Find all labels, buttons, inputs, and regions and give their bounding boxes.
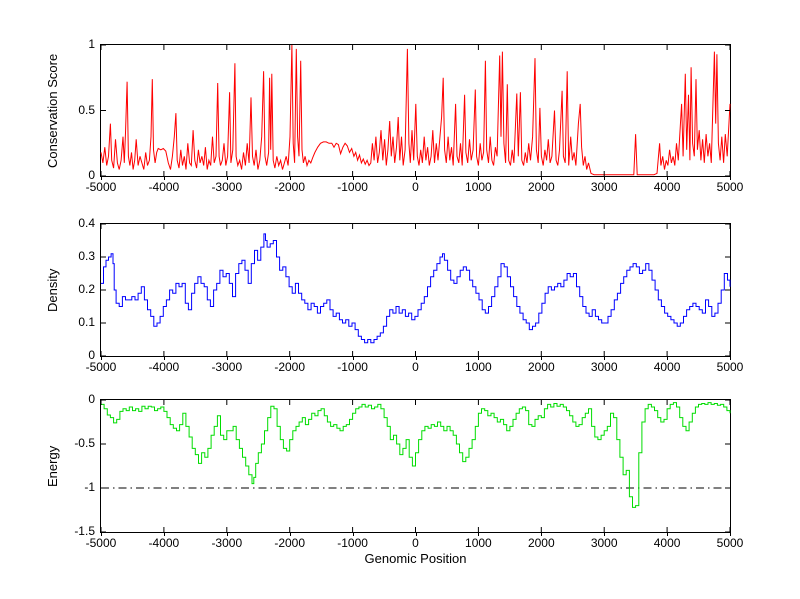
x-tick-label: 0 [412, 536, 419, 550]
x-tick-label: -5000 [85, 360, 117, 374]
x-tick-label: -4000 [148, 360, 180, 374]
x-tick-label: 1000 [465, 180, 492, 194]
x-tick-mark-outer [541, 176, 543, 180]
x-tick-mark-outer [478, 356, 480, 360]
y-tick-label: 0.1 [78, 315, 95, 329]
x-tick-label: -2000 [274, 180, 306, 194]
x-axis-label-genomic-position: Genomic Position [364, 551, 467, 566]
x-tick-label: -1000 [337, 536, 368, 550]
x-tick-label: 4000 [653, 360, 681, 374]
y-tick-label: 0.4 [78, 216, 95, 230]
x-tick-label: 4000 [653, 536, 681, 550]
x-tick-mark-outer [730, 532, 731, 536]
x-tick-mark-outer [226, 356, 228, 360]
energy-series-line [101, 402, 731, 508]
conservation-score-plot-area [100, 44, 731, 177]
x-tick-mark-outer [541, 356, 543, 360]
y-tick-label: -0.5 [74, 436, 95, 450]
x-tick-label: 4000 [653, 180, 681, 194]
x-tick-mark-outer [415, 176, 417, 180]
x-tick-mark-outer [478, 532, 480, 536]
subplot-density: Density -5000 -4000 -3000 -2000 -1000 0 1000 20… [45, 216, 743, 374]
x-tick-label: -3000 [211, 180, 243, 194]
subplot-energy: Energy -5000 -4000 -3000 -2000 -1000 0 1000 200… [45, 392, 743, 550]
x-tick-label: -5000 [85, 180, 117, 194]
x-tick-mark-outer [226, 532, 228, 536]
x-tick-mark-outer [478, 176, 480, 180]
x-tick-label: 1000 [465, 360, 492, 374]
y-axis-label-energy: Energy [45, 445, 60, 487]
x-tick-mark-outer [415, 356, 417, 360]
x-tick-mark-outer [604, 532, 606, 536]
x-tick-mark-outer [667, 176, 669, 180]
x-tick-label: -1000 [337, 360, 368, 374]
density-series-line [101, 233, 731, 344]
y-tick-label: 0.3 [78, 249, 95, 263]
x-tick-label: 2000 [527, 536, 555, 550]
x-tick-mark-outer [352, 532, 354, 536]
y-tick-label: 1 [88, 37, 95, 51]
x-tick-label: 3000 [590, 536, 618, 550]
x-tick-mark-outer [604, 176, 606, 180]
y-tick-label: 0.5 [78, 102, 95, 117]
x-tick-label: -3000 [211, 536, 243, 550]
x-tick-mark-outer [604, 356, 606, 360]
x-tick-label: -3000 [211, 360, 243, 374]
x-tick-label: -2000 [274, 360, 306, 374]
x-tick-label: 2000 [527, 180, 555, 194]
density-plot-area [100, 223, 731, 357]
x-tick-mark-outer [541, 532, 543, 536]
x-tick-mark-outer [163, 532, 165, 536]
x-tick-mark-outer [101, 532, 102, 536]
x-tick-mark-outer [163, 356, 165, 360]
x-tick-mark-outer [226, 176, 228, 180]
x-tick-mark-outer [163, 176, 165, 180]
x-tick-label: -2000 [274, 536, 306, 550]
y-tick-label: 0.2 [78, 282, 95, 296]
x-tick-label: 3000 [590, 180, 618, 194]
x-tick-mark-outer [289, 356, 291, 360]
x-tick-mark-outer [352, 356, 354, 360]
x-tick-mark-outer [415, 532, 417, 536]
x-tick-label: -4000 [148, 536, 180, 550]
y-tick-label: 0 [88, 348, 95, 362]
x-tick-label: 5000 [716, 360, 744, 374]
x-tick-mark-outer [730, 176, 731, 180]
x-tick-label: 5000 [716, 180, 744, 194]
x-tick-label: 3000 [590, 360, 618, 374]
x-tick-mark-outer [730, 356, 731, 360]
x-tick-label: -1000 [337, 180, 368, 194]
x-tick-mark-outer [101, 176, 102, 180]
x-tick-label: 0 [412, 180, 419, 194]
x-tick-label: -4000 [148, 180, 180, 194]
x-tick-label: 1000 [465, 536, 492, 550]
x-tick-mark-outer [667, 532, 669, 536]
energy-plot-area [100, 399, 731, 533]
y-tick-label: 0 [88, 392, 95, 406]
x-tick-label: 0 [412, 360, 419, 374]
subplot-conservation-score: Conservation Score -5000 -4000 -3000 -2000-… [45, 37, 743, 194]
x-tick-mark-outer [289, 532, 291, 536]
x-tick-mark-outer [352, 176, 354, 180]
y-tick-label: 0 [88, 168, 95, 182]
x-tick-mark-outer [667, 356, 669, 360]
x-tick-label: -5000 [85, 536, 117, 550]
x-tick-label: 2000 [527, 360, 555, 374]
x-tick-mark-outer [101, 356, 102, 360]
y-tick-label: -1 [84, 480, 95, 494]
x-tick-mark-outer [289, 176, 291, 180]
conservation-score-series-line [100, 44, 731, 176]
y-tick-label: -1.5 [74, 524, 95, 538]
x-tick-label: 5000 [716, 536, 744, 550]
